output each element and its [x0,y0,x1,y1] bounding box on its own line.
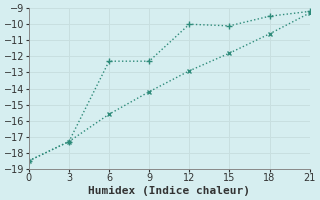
X-axis label: Humidex (Indice chaleur): Humidex (Indice chaleur) [88,186,250,196]
